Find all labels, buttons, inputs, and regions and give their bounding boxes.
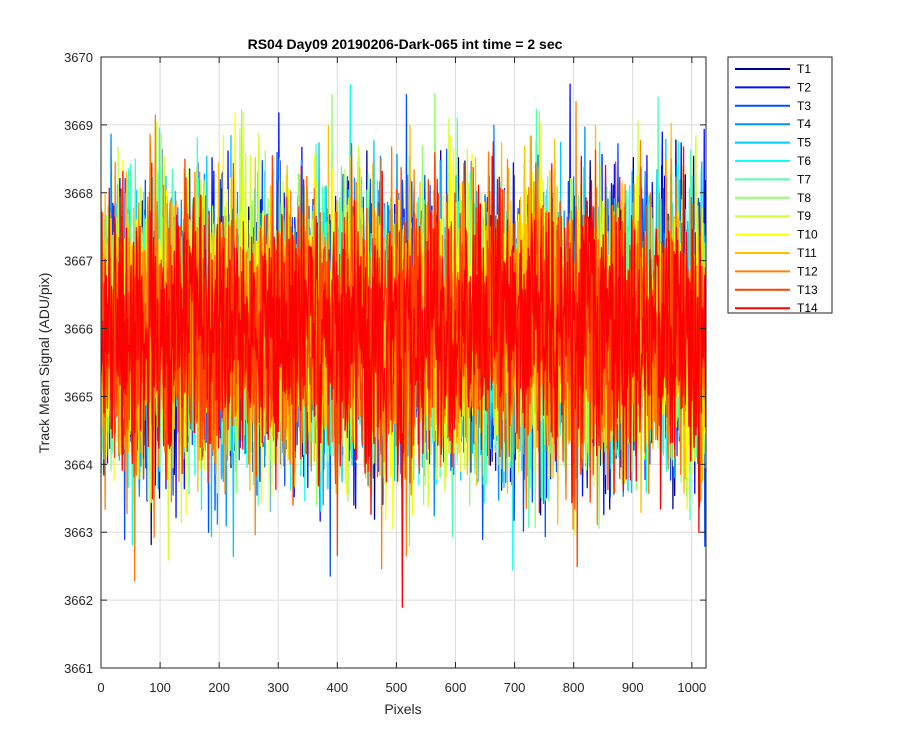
legend-label: T14 [797,301,818,315]
legend-label: T11 [797,246,817,260]
x-tick-label: 200 [208,680,230,695]
legend-label: T1 [797,62,811,76]
legend-label: T13 [797,283,818,297]
axis-ticks: 0 100 200 300 400 500 600 700 800 900 1000 3661 3662… [64,50,706,695]
legend-label: T12 [797,264,818,278]
axes-box [100,56,707,669]
x-axis-label: Pixels [384,701,421,717]
legend-label: T10 [797,228,818,242]
x-tick-label: 700 [504,680,526,695]
legend-label: T9 [797,209,811,223]
y-axis-label: Track Mean Signal (ADU/pix) [36,273,52,454]
x-tick-label: 300 [267,680,289,695]
y-tick-label: 3670 [64,50,93,65]
y-tick-label: 3662 [64,593,93,608]
legend-label: T7 [797,172,811,186]
legend-box [727,56,833,314]
legend-label: T5 [797,136,811,150]
legend-label: T4 [797,117,811,131]
legend-label: T3 [797,99,811,113]
x-tick-label: 500 [386,680,408,695]
series-lines [101,83,706,608]
y-tick-label: 3665 [64,389,93,404]
legend-label: T6 [797,154,811,168]
y-tick-label: 3661 [64,661,93,676]
y-tick-label: 3669 [64,118,93,133]
series-line-t14 [101,141,706,608]
legend-label: T2 [797,80,811,94]
x-tick-label: 400 [326,680,348,695]
chart-title: RS04 Day09 20190206-Dark-065 int time = … [248,36,563,52]
x-tick-label: 1000 [677,680,706,695]
y-tick-label: 3668 [64,186,93,201]
y-tick-label: 3664 [64,457,93,472]
y-tick-label: 3667 [64,254,93,269]
legend-label: T8 [797,191,811,205]
x-tick-label: 600 [445,680,467,695]
y-tick-label: 3666 [64,322,93,337]
x-tick-label: 800 [563,680,585,695]
x-tick-label: 100 [149,680,171,695]
x-tick-label: 900 [622,680,644,695]
legend: T1 T2 T3 T4 T5 T6 T7 T8 T9 T10 T11 T12 T13 T14 [727,56,833,315]
x-tick-label: 0 [97,680,104,695]
y-tick-label: 3663 [64,525,93,540]
